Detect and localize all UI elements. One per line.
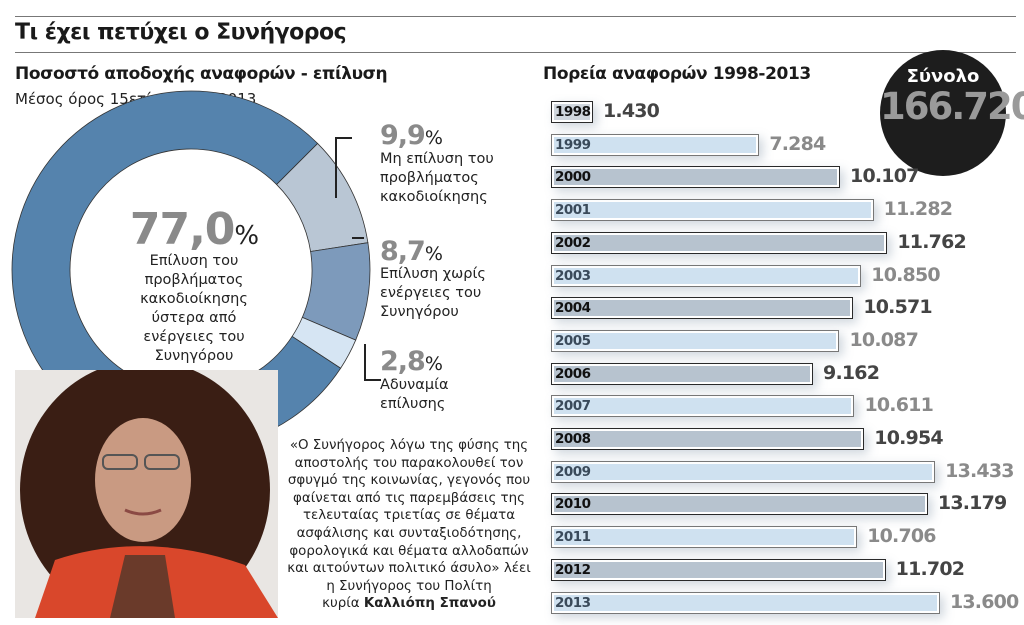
bar-value-label: 10.087 bbox=[849, 328, 919, 351]
slice-label-3: Αδυναμία επίλυσης bbox=[380, 377, 449, 412]
slice-value-3: 2,8% bbox=[380, 346, 443, 377]
bar-value-label: 13.179 bbox=[937, 492, 1007, 515]
bar-year-label: 2010 bbox=[555, 496, 591, 513]
bars-title: Πορεία αναφορών 1998-2013 bbox=[543, 64, 811, 84]
donut-title: Ποσοστό αποδοχής αναφορών - επίλυση bbox=[15, 64, 388, 84]
total-badge: Σύνολο 166.720 bbox=[880, 50, 1024, 176]
bar-year-label: 2007 bbox=[555, 398, 591, 415]
bar-2006: 2006 bbox=[551, 362, 814, 385]
portrait-photo bbox=[15, 370, 278, 618]
bar-2012: 2012 bbox=[551, 558, 886, 581]
bar-value-label: 11.282 bbox=[883, 198, 953, 221]
bar-year-label: 1998 bbox=[555, 104, 591, 120]
slice-label-2: Επίλυση χωρίς ενέργειες του Συνηγόρου bbox=[380, 266, 486, 320]
bar-year-label: 2013 bbox=[555, 594, 591, 611]
bar-2004: 2004 bbox=[551, 297, 854, 320]
leader-line bbox=[335, 137, 352, 198]
bar-1999: 1999 bbox=[551, 133, 760, 156]
bar-value-label: 10.954 bbox=[874, 427, 943, 449]
bar-value-label: 13.433 bbox=[945, 459, 1014, 482]
bar-2011: 2011 bbox=[551, 526, 858, 549]
bar-value-label: 9.162 bbox=[823, 361, 880, 384]
donut-chart bbox=[11, 90, 381, 450]
bar-year-label: 2011 bbox=[555, 529, 591, 546]
donut-hole bbox=[71, 150, 311, 390]
bar-year-label: 1999 bbox=[555, 136, 591, 153]
bar-2001: 2001 bbox=[551, 199, 874, 222]
bar-value-label: 10.571 bbox=[863, 296, 932, 319]
bar-year-label: 2005 bbox=[555, 332, 591, 349]
bar-value-label: 11.702 bbox=[895, 557, 965, 580]
bar-year-label: 2003 bbox=[555, 267, 591, 284]
bar-2013: 2013 bbox=[551, 591, 940, 614]
bar-year-label: 2008 bbox=[555, 431, 591, 447]
bar-year-label: 2009 bbox=[555, 463, 591, 480]
title-rule bbox=[15, 52, 1016, 53]
slice-value-1: 9,9% bbox=[380, 120, 443, 151]
bar-1998: 1998 bbox=[551, 101, 593, 123]
slice-value-2: 8,7% bbox=[380, 236, 443, 267]
bar-value-label: 11.762 bbox=[897, 230, 966, 253]
bar-year-label: 2006 bbox=[555, 365, 591, 382]
bar-year-label: 2012 bbox=[555, 561, 591, 578]
bar-value-label: 7.284 bbox=[769, 132, 826, 155]
bar-2008: 2008 bbox=[551, 428, 865, 450]
quote: «Ο Συνήγορος λόγω της φύσης της αποστολή… bbox=[287, 438, 531, 612]
quote-author: Καλλιόπη Σπανού bbox=[363, 596, 496, 612]
bar-year-label: 2001 bbox=[555, 202, 591, 219]
slice-label-main: 77,0% Επίλυση του προβλήματος κακοδιοίκη… bbox=[129, 204, 259, 365]
bar-value-label: 1.430 bbox=[603, 100, 660, 122]
bar-2002: 2002 bbox=[551, 231, 888, 254]
bar-value-label: 10.107 bbox=[850, 165, 919, 188]
bar-2007: 2007 bbox=[551, 395, 855, 418]
bar-2003: 2003 bbox=[551, 264, 862, 287]
bar-year-label: 2000 bbox=[555, 169, 591, 186]
leader-line bbox=[364, 344, 381, 381]
bar-value-label: 10.850 bbox=[871, 263, 940, 286]
bar-2005: 2005 bbox=[551, 329, 840, 352]
page-title: Τι έχει πετύχει ο Συνήγορος bbox=[15, 20, 347, 45]
bar-2010: 2010 bbox=[551, 493, 928, 516]
top-rule bbox=[15, 16, 1016, 17]
bar-value-label: 10.611 bbox=[864, 394, 933, 417]
bar-2000: 2000 bbox=[551, 166, 841, 189]
bar-year-label: 2004 bbox=[555, 300, 591, 317]
bar-2009: 2009 bbox=[551, 460, 936, 483]
bar-value-label: 13.600 bbox=[949, 590, 1019, 613]
bar-year-label: 2002 bbox=[555, 234, 591, 251]
bar-value-label: 10.706 bbox=[867, 525, 936, 548]
slice-label-1: Μη επίλυση του προβλήματος κακοδιοίκησης bbox=[380, 151, 494, 205]
